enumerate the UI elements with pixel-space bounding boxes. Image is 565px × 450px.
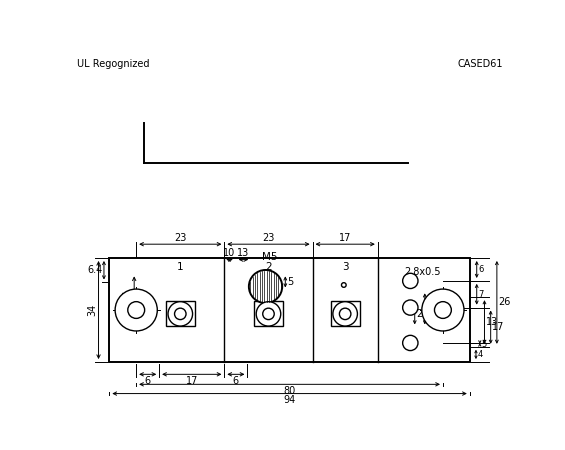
Text: CASED61: CASED61 — [458, 58, 503, 68]
Circle shape — [434, 302, 451, 319]
Circle shape — [403, 300, 418, 315]
Circle shape — [256, 302, 281, 326]
Text: 6: 6 — [145, 376, 151, 386]
Text: 13: 13 — [237, 248, 250, 258]
Circle shape — [341, 283, 346, 287]
Text: 94: 94 — [284, 395, 295, 405]
Text: 26: 26 — [498, 297, 511, 307]
Text: 1: 1 — [177, 262, 184, 272]
Text: 30.5: 30.5 — [123, 290, 133, 311]
Circle shape — [175, 308, 186, 319]
Text: 17: 17 — [492, 322, 505, 332]
Circle shape — [403, 273, 418, 288]
Circle shape — [422, 289, 464, 331]
Text: 4: 4 — [477, 350, 483, 359]
Text: 17: 17 — [186, 376, 198, 386]
Bar — [166, 302, 195, 326]
Text: M5: M5 — [262, 252, 277, 262]
Circle shape — [333, 302, 358, 326]
Circle shape — [168, 302, 193, 326]
Bar — [110, 258, 470, 362]
Text: 22: 22 — [416, 310, 429, 320]
Text: 2: 2 — [265, 262, 272, 272]
Text: 10: 10 — [223, 248, 236, 258]
Text: 23: 23 — [262, 233, 275, 243]
Text: 6: 6 — [233, 376, 239, 386]
Text: UL Regognized: UL Regognized — [77, 58, 149, 68]
Text: 29.5: 29.5 — [427, 304, 448, 314]
Circle shape — [340, 308, 351, 319]
Text: 6.4: 6.4 — [87, 265, 102, 275]
Circle shape — [249, 270, 282, 303]
Bar — [254, 302, 283, 326]
Circle shape — [263, 308, 274, 319]
Text: 34: 34 — [87, 304, 97, 316]
Circle shape — [128, 302, 145, 319]
Text: 5: 5 — [133, 319, 140, 329]
Text: 7: 7 — [479, 290, 484, 299]
Text: 10: 10 — [127, 302, 140, 312]
Text: 6: 6 — [479, 265, 484, 274]
Bar — [331, 302, 359, 326]
Circle shape — [115, 289, 157, 331]
Text: 5: 5 — [481, 340, 486, 349]
Text: 2.8x0.5: 2.8x0.5 — [404, 267, 440, 277]
Text: 17: 17 — [339, 233, 351, 243]
Text: 23: 23 — [174, 233, 186, 243]
Circle shape — [403, 335, 418, 351]
Text: 5: 5 — [287, 277, 293, 287]
Text: 13: 13 — [486, 317, 498, 327]
Text: 3: 3 — [342, 262, 349, 272]
Text: 80: 80 — [284, 386, 295, 396]
